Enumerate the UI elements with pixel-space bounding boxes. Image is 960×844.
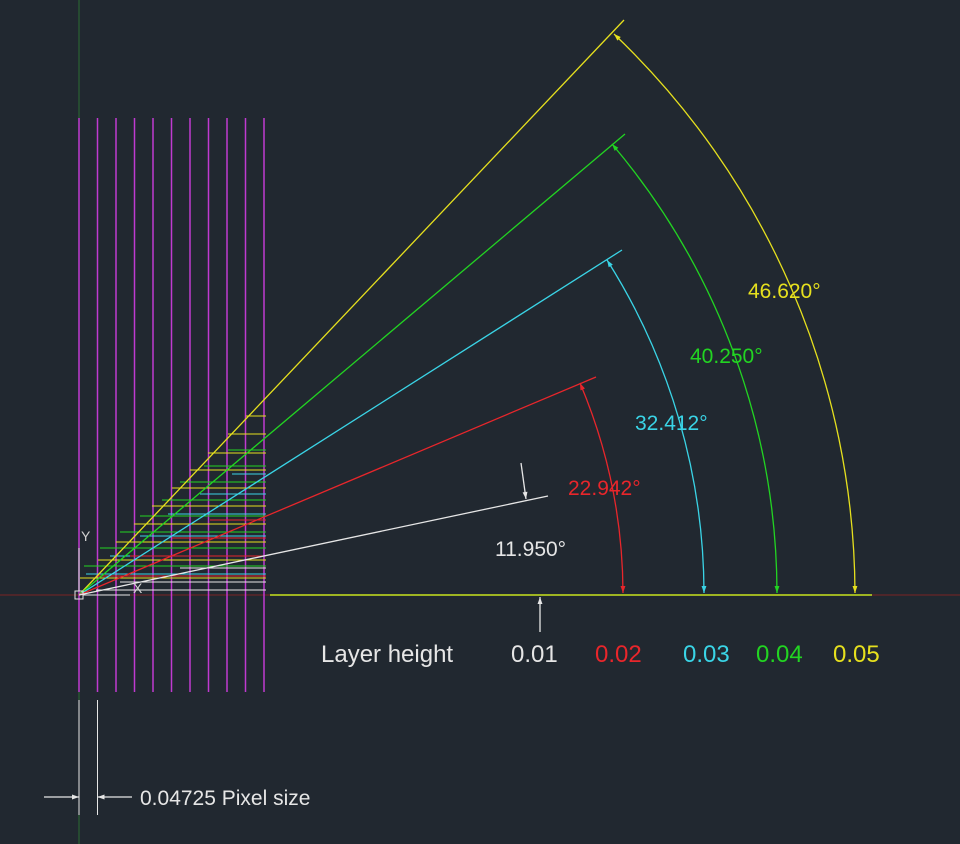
ucs-y-label: Y <box>81 528 91 544</box>
ray-0-01 <box>78 495 549 596</box>
angle-label-22-942: 22.942° <box>568 477 641 500</box>
legend-item-0-04: 0.04 <box>756 641 803 668</box>
arc-22-942 <box>579 382 626 594</box>
ucs-x-label: X <box>133 580 143 596</box>
angle-rays <box>78 19 626 596</box>
arc-40-250 <box>611 143 780 594</box>
ray-0-04 <box>78 133 626 596</box>
angle-label-11-950: 11.950° <box>495 538 566 561</box>
angle-label-40-250: 40.250° <box>690 345 763 368</box>
ray-0-03 <box>78 249 623 596</box>
angle-label-46-620: 46.620° <box>748 280 821 303</box>
legend-item-0-05: 0.05 <box>833 641 880 668</box>
legend-item-0-03: 0.03 <box>683 641 730 668</box>
dim-arrow-11-950-top <box>520 462 528 500</box>
legend-item-0-01: 0.01 <box>511 641 558 668</box>
angle-label-32-412: 32.412° <box>635 412 708 435</box>
legend-item-0-02: 0.02 <box>595 641 642 668</box>
ray-0-05 <box>78 19 625 596</box>
arc-32-412 <box>606 259 707 594</box>
pixel-grid <box>78 118 265 692</box>
legend-title: Layer height <box>321 641 453 668</box>
pixel-size-label: 0.04725 Pixel size <box>140 787 310 810</box>
arc-46-620 <box>613 33 858 594</box>
ray-0-02 <box>78 376 597 596</box>
